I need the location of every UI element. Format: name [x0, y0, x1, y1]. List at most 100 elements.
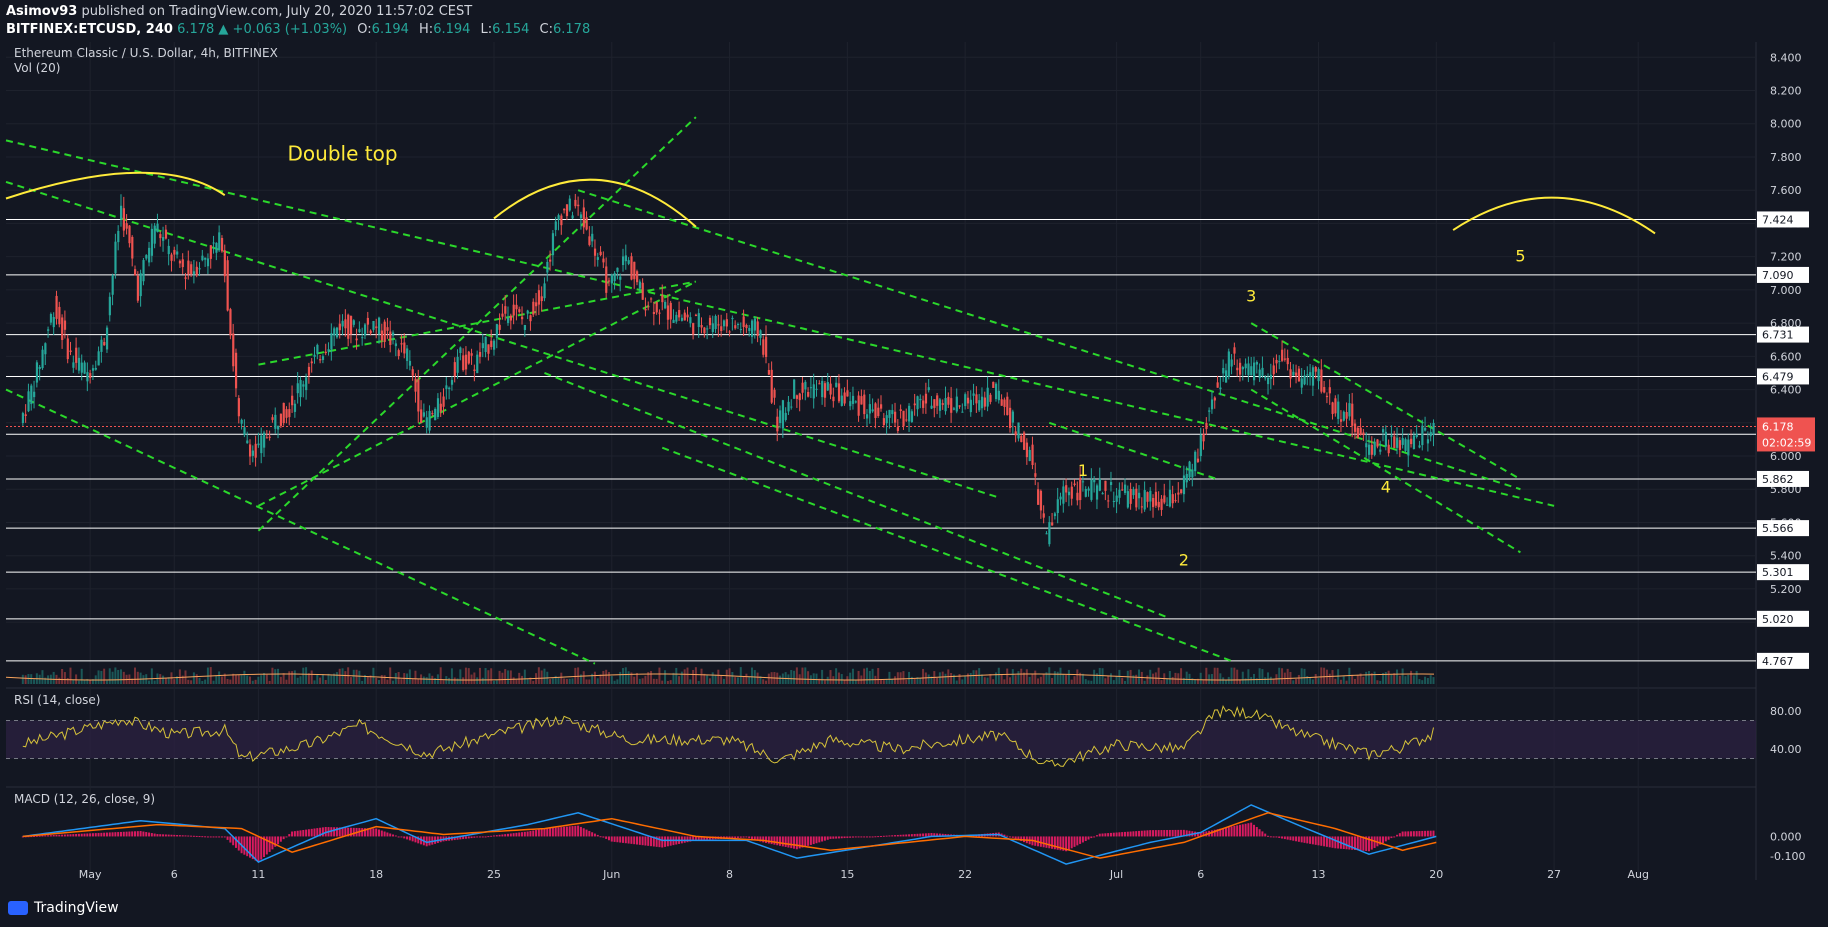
candle-body: [894, 411, 897, 423]
macd-histogram-bar: [1166, 830, 1169, 837]
candle-body: [1053, 513, 1057, 517]
macd-histogram-bar: [473, 836, 476, 838]
volume-bar: [1390, 674, 1393, 684]
macd-histogram-bar: [226, 836, 229, 840]
macd-histogram-bar: [936, 833, 939, 837]
volume-bar: [882, 680, 885, 684]
volume-bar: [1311, 679, 1314, 684]
macd-histogram-bar: [1180, 829, 1183, 837]
candle-body: [282, 402, 285, 424]
candle-body: [153, 225, 156, 244]
time-axis[interactable]: May 6 11 18 25 Jun 8 15 22 Jul 6 13 20 27 Aug: [79, 868, 1649, 881]
volume-bar: [1107, 676, 1110, 684]
candle-body: [874, 403, 877, 418]
candle-body: [627, 260, 630, 264]
tradingview-logo[interactable]: TradingView: [8, 900, 119, 916]
candle-body: [383, 321, 386, 342]
candle-body: [1140, 506, 1144, 508]
candle-body: [1353, 423, 1357, 432]
candle-body: [114, 241, 117, 274]
candle-body: [1163, 495, 1166, 503]
candle-body: [1199, 434, 1202, 457]
macd-histogram-bar: [593, 833, 596, 837]
price-tick-label: 8.000: [1770, 118, 1802, 131]
volume-bar: [372, 667, 375, 684]
volume-bar: [913, 678, 916, 684]
time-tick-label: 8: [726, 868, 733, 881]
volume-bar: [159, 674, 162, 684]
candle-body: [717, 324, 720, 326]
candle-body: [58, 306, 61, 325]
candle-body: [526, 310, 529, 314]
candle-body: [1006, 396, 1009, 415]
macd-histogram-bar: [72, 834, 75, 837]
symbol-name[interactable]: BITFINEX:ETCUSD, 240: [6, 22, 173, 37]
volume-bar: [950, 672, 953, 684]
volume-bar: [383, 675, 386, 684]
volume-bar: [565, 678, 568, 684]
volume-bar: [1205, 667, 1208, 684]
macd-histogram-bar: [288, 834, 291, 837]
candle-body: [1121, 489, 1124, 491]
candle-body: [787, 401, 790, 412]
candle-body: [1351, 403, 1354, 426]
macd-histogram-bar: [1252, 824, 1255, 837]
volume-bar: [518, 672, 521, 684]
macd-histogram-bar: [293, 831, 296, 837]
candle-body: [666, 305, 670, 320]
candle-body: [1267, 377, 1270, 385]
volume-bar: [902, 671, 905, 684]
macd-histogram-bar: [619, 836, 622, 843]
price-axis[interactable]: 8.4008.2008.0007.8007.6007.4007.2007.000…: [1757, 51, 1815, 863]
rsi-tick-label: 80.00: [1770, 705, 1802, 718]
macd-histogram-bar: [683, 836, 686, 843]
time-tick-label: 25: [487, 868, 501, 881]
volume-bar: [812, 673, 815, 684]
candle-body: [958, 405, 961, 407]
volume-bar: [83, 679, 86, 684]
macd-histogram-bar: [1317, 836, 1320, 846]
volume-bar: [793, 670, 796, 684]
macd-histogram-bar: [504, 834, 507, 837]
candle-body: [793, 379, 796, 399]
macd-histogram-bar: [119, 831, 122, 837]
volume-bar: [930, 676, 933, 684]
macd-histogram-bar: [305, 829, 308, 837]
macd-histogram-bar: [910, 834, 913, 837]
candle-body: [865, 414, 869, 419]
volume-bar: [507, 670, 510, 684]
volume-bar: [1421, 680, 1424, 684]
macd-signal-line: [22, 812, 1437, 859]
macd-histogram-bar: [930, 832, 933, 837]
macd-histogram-bar: [1087, 836, 1090, 840]
macd-histogram-bar: [495, 835, 498, 837]
volume-bar: [268, 680, 271, 684]
candle-body: [232, 333, 235, 367]
candle-body: [173, 249, 176, 255]
volume-bar: [148, 680, 151, 684]
volume-bar: [899, 672, 902, 684]
candle-body: [467, 351, 470, 364]
candle-body: [837, 383, 841, 402]
candle-body: [821, 380, 824, 398]
candle-body: [966, 397, 970, 404]
volume-bar: [246, 675, 249, 684]
macd-histogram-bar: [1152, 830, 1155, 837]
candle-body: [969, 399, 972, 413]
macd-histogram-bar: [1020, 836, 1023, 842]
candle-body: [809, 387, 813, 389]
publisher-name[interactable]: Asimov93: [6, 4, 78, 19]
macd-histogram-bar: [1006, 835, 1009, 837]
macd-histogram-bar: [568, 826, 571, 837]
candle-body: [1109, 482, 1113, 485]
candle-body: [1087, 488, 1090, 491]
macd-histogram-bar: [35, 835, 38, 837]
macd-histogram-bar: [829, 836, 832, 839]
published-text: published on TradingView.com, July 20, 2…: [81, 4, 473, 19]
macd-histogram-bar: [655, 836, 658, 847]
candle-body: [689, 317, 692, 324]
macd-histogram-bar: [1384, 836, 1387, 842]
candle-body: [422, 412, 426, 417]
volume-bar: [467, 668, 470, 684]
